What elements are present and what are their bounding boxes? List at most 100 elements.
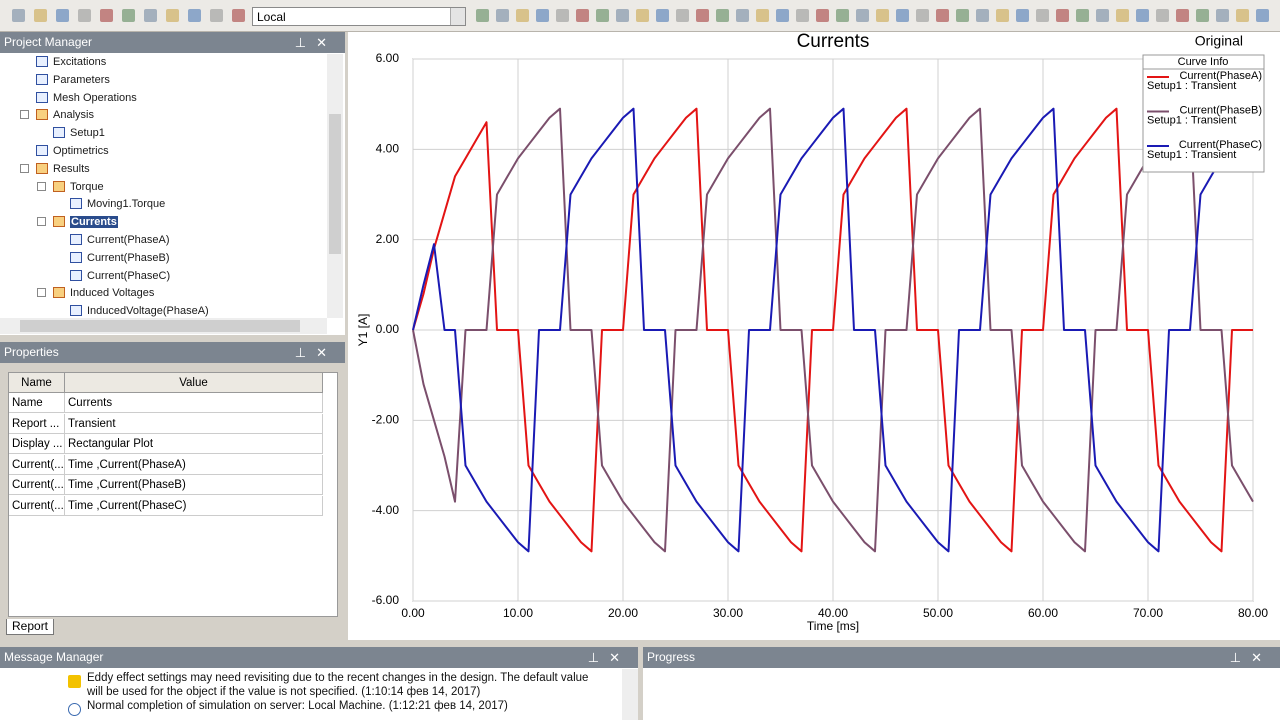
view-label: Original [1195,33,1243,49]
toolbar-button[interactable] [1096,9,1109,22]
panel-header: Project Manager ⊥✕ [0,32,345,53]
toolbar-button[interactable] [188,9,201,22]
toolbar-button[interactable] [1156,9,1169,22]
panel-buttons[interactable]: ⊥✕ [294,35,337,50]
toolbar-button[interactable] [996,9,1009,22]
toolbar-button[interactable] [536,9,549,22]
tree-item[interactable]: Torque [37,178,104,196]
tree-label: InducedVoltage(PhaseA) [87,305,209,318]
toolbar-button[interactable] [596,9,609,22]
toolbar-button[interactable] [12,9,25,22]
x-tick-label: 60.00 [1028,606,1058,620]
expander[interactable] [20,163,29,173]
legend-label: Current(PhaseC) [1179,139,1262,151]
scrollbar[interactable] [622,669,638,720]
toolbar-button[interactable] [78,9,91,22]
toolbar-button[interactable] [816,9,829,22]
scroll-thumb[interactable] [329,114,341,254]
toolbar-button[interactable] [144,9,157,22]
tree-label: Torque [70,180,104,193]
dropdown-button[interactable] [450,8,465,25]
toolbar-button[interactable] [210,9,223,22]
toolbar-button[interactable] [496,9,509,22]
tree-item[interactable]: InducedVoltage(PhaseA) [70,302,209,318]
toolbar-button[interactable] [956,9,969,22]
scrollbar[interactable] [327,54,343,318]
scrollbar[interactable] [0,318,327,334]
toolbar-button[interactable] [576,9,589,22]
toolbar-button[interactable] [1236,9,1249,22]
toolbar-button[interactable] [166,9,179,22]
expander[interactable] [37,217,46,227]
y-tick-label: -4.00 [372,503,400,517]
toolbar-button[interactable] [976,9,989,22]
panel-buttons[interactable]: ⊥✕ [587,650,630,665]
x-tick-label: 80.00 [1238,606,1268,620]
scroll-thumb[interactable] [20,320,300,332]
toolbar-button[interactable] [796,9,809,22]
toolbar-button[interactable] [122,9,135,22]
toolbar-button[interactable] [776,9,789,22]
toolbar-button[interactable] [836,9,849,22]
tree-item[interactable]: Parameters [36,71,110,89]
expander[interactable] [37,288,46,298]
toolbar-button[interactable] [936,9,949,22]
toolbar-button[interactable] [616,9,629,22]
tree-item[interactable]: Setup1 [53,124,105,142]
toolbar-button[interactable] [656,9,669,22]
toolbar-button[interactable] [516,9,529,22]
toolbar-button[interactable] [856,9,869,22]
tree-item[interactable]: Mesh Operations [36,89,137,107]
tree-icon [53,127,65,139]
toolbar-button[interactable] [756,9,769,22]
toolbar-button[interactable] [56,9,69,22]
toolbar-button[interactable] [1016,9,1029,22]
panel-header: Message Manager ⊥✕ [0,647,638,668]
toolbar-button[interactable] [1056,9,1069,22]
toolbar-button[interactable] [1136,9,1149,22]
toolbar-button[interactable] [100,9,113,22]
tree-item[interactable]: Current(PhaseB) [70,249,170,267]
tree-icon [70,305,82,317]
toolbar-button[interactable] [876,9,889,22]
tree-item[interactable]: Current(PhaseA) [70,231,170,249]
y-tick-label: -2.00 [372,413,400,427]
toolbar-button[interactable] [1216,9,1229,22]
toolbar-button[interactable] [476,9,489,22]
dropdown[interactable]: Local [252,7,466,26]
toolbar-button[interactable] [716,9,729,22]
toolbar-button[interactable] [1116,9,1129,22]
toolbar-button[interactable] [1256,9,1269,22]
tab[interactable]: Report [6,619,55,635]
table-cell: Rectangular Plot [65,434,323,454]
tree-item[interactable]: Current(PhaseC) [70,267,170,285]
tree-label: Currents [70,216,118,229]
legend-title: Curve Info [1178,56,1229,68]
toolbar-button[interactable] [736,9,749,22]
expander[interactable] [20,110,29,120]
tree-item[interactable]: Excitations [36,54,106,71]
tree-item[interactable]: Optimetrics [36,142,109,160]
legend-setup: Setup1 : Transient [1147,149,1236,161]
toolbar-button[interactable] [232,9,245,22]
toolbar-button[interactable] [1036,9,1049,22]
toolbar-button[interactable] [696,9,709,22]
expander[interactable] [37,181,46,191]
toolbar-button[interactable] [1196,9,1209,22]
toolbar-button[interactable] [676,9,689,22]
tree-item[interactable]: Induced Voltages [37,284,154,302]
toolbar-button[interactable] [916,9,929,22]
toolbar-button[interactable] [636,9,649,22]
tree-item[interactable]: Results [20,160,90,178]
toolbar-button[interactable] [556,9,569,22]
toolbar-button[interactable] [1076,9,1089,22]
tree-item[interactable]: Analysis [20,106,94,124]
toolbar-button[interactable] [1176,9,1189,22]
panel-buttons[interactable]: ⊥✕ [294,345,337,360]
table-cell: Display ... [9,434,65,454]
toolbar-button[interactable] [34,9,47,22]
tree-item[interactable]: Currents [37,213,118,231]
panel-buttons[interactable]: ⊥✕ [1229,650,1272,665]
toolbar-button[interactable] [896,9,909,22]
tree-item[interactable]: Moving1.Torque [70,195,165,213]
